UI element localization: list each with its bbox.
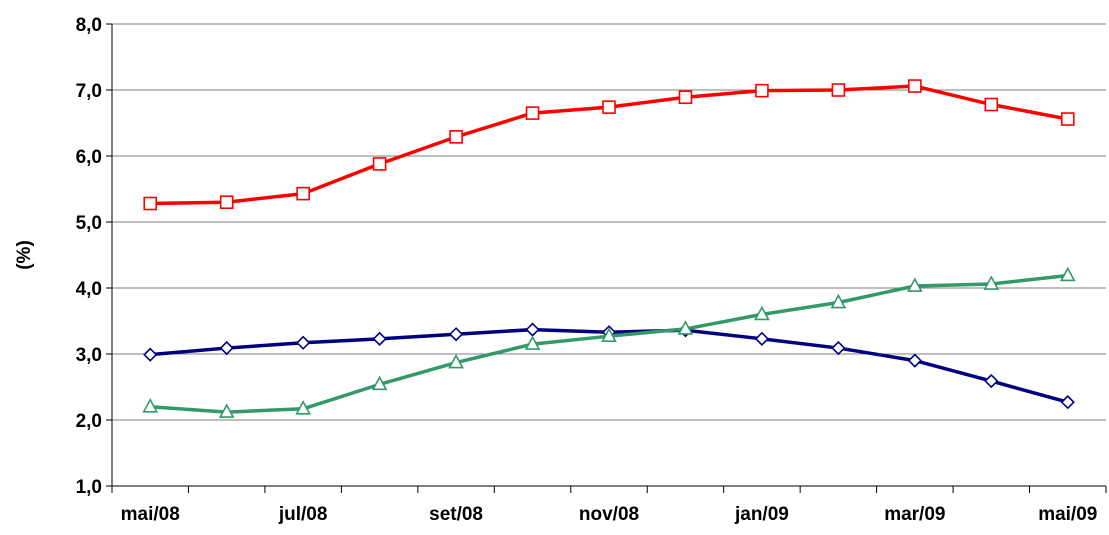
data-point [830, 293, 847, 309]
data-point [449, 130, 463, 144]
data-point [219, 195, 234, 209]
data-point [143, 196, 158, 211]
data-point [448, 353, 464, 369]
series-square [143, 79, 1075, 211]
axes [106, 23, 1107, 493]
x-tick-labels: mai/08 jul/08 set/08 nov/08 jan/09 mar/09 mai/… [121, 504, 1098, 525]
data-point [143, 347, 158, 362]
y-tick-label: 2,0 [76, 411, 102, 432]
x-tick-label: nov/08 [579, 504, 639, 525]
data-point [1060, 112, 1075, 126]
gridlines [112, 23, 1106, 421]
data-point [524, 335, 541, 350]
data-point [1059, 266, 1076, 282]
data-point [372, 157, 387, 171]
data-point [295, 400, 311, 415]
x-tick-label: jul/08 [278, 504, 328, 525]
data-point [907, 353, 922, 368]
data-point [754, 305, 770, 321]
data-point [754, 331, 770, 346]
data-point [1060, 395, 1075, 410]
data-point [601, 327, 617, 342]
y-tick-label: 5,0 [76, 213, 102, 234]
x-tick-label: mar/09 [884, 504, 945, 525]
y-axis-label: (%) [14, 240, 35, 270]
data-point [678, 90, 693, 105]
data-point [831, 83, 846, 97]
x-tick-label: mai/08 [121, 504, 180, 525]
data-point [525, 106, 540, 120]
data-point [448, 327, 464, 342]
data-point [602, 100, 616, 114]
data-point [372, 331, 387, 346]
data-point [984, 373, 999, 389]
x-tick-label: mai/09 [1038, 504, 1097, 525]
data-point [296, 186, 310, 201]
data-point [219, 340, 234, 356]
data-point [907, 277, 923, 292]
data-point [831, 340, 846, 356]
data-point [677, 320, 694, 335]
y-tick-label: 6,0 [76, 147, 102, 168]
series-triangle [142, 266, 1076, 418]
data-point [296, 335, 311, 350]
data-series [142, 79, 1076, 418]
y-tick-label: 8,0 [76, 15, 102, 36]
y-tick-label: 7,0 [76, 81, 102, 102]
y-tick-label: 3,0 [76, 345, 102, 366]
data-point [984, 97, 999, 112]
y-tick-label: 1,0 [76, 477, 102, 498]
y-tick-labels: 1,0 2,0 3,0 4,0 5,0 6,0 7,0 8,0 [76, 15, 102, 498]
x-tick-label: set/08 [429, 504, 483, 525]
data-point [755, 83, 769, 98]
x-tick-label: jan/09 [734, 504, 789, 525]
y-tick-label: 4,0 [76, 279, 102, 300]
data-point [908, 79, 922, 93]
data-point [983, 275, 1000, 290]
data-point [142, 398, 159, 413]
data-point [525, 322, 540, 337]
data-point [371, 375, 388, 391]
data-point [218, 403, 235, 418]
